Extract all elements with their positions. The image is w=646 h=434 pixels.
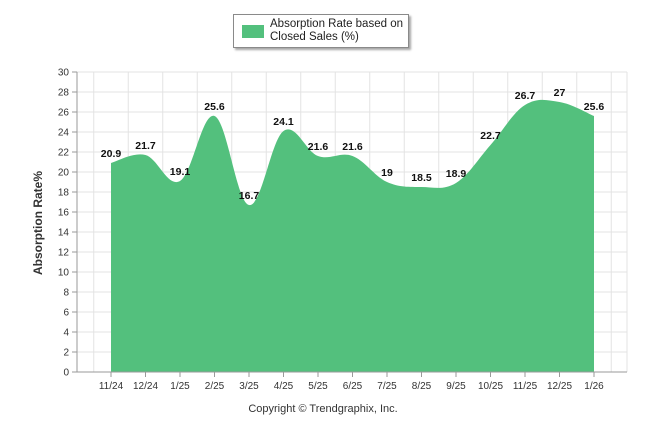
- x-tick-label: 1/25: [170, 381, 190, 392]
- y-tick-label: 2: [63, 348, 69, 359]
- x-tick-label: 4/25: [274, 381, 294, 392]
- series-area-group: [111, 99, 594, 373]
- data-label: 21.6: [342, 141, 363, 153]
- data-label: 19: [381, 167, 393, 179]
- x-tick-label: 9/25: [446, 381, 466, 392]
- x-tick-label: 1/26: [584, 381, 604, 392]
- y-tick-label: 4: [63, 328, 69, 339]
- data-label: 25.6: [584, 101, 605, 113]
- y-tick-label: 14: [58, 228, 70, 239]
- data-label: 18.9: [446, 168, 467, 180]
- data-label: 25.6: [204, 101, 225, 113]
- y-tick-label: 10: [58, 268, 70, 279]
- y-tick-label: 20: [58, 168, 70, 179]
- legend: Absorption Rate based on Closed Sales (%…: [233, 14, 409, 48]
- y-tick-label: 12: [58, 248, 70, 259]
- y-tick-label: 6: [63, 308, 69, 319]
- x-tick-label: 8/25: [412, 381, 432, 392]
- data-label: 19.1: [170, 166, 191, 178]
- y-tick-label: 8: [63, 288, 69, 299]
- legend-label: Absorption Rate based on Closed Sales (%…: [270, 18, 403, 43]
- data-label: 21.7: [135, 140, 156, 152]
- y-tick-label: 30: [58, 68, 70, 79]
- data-label: 24.1: [273, 116, 294, 128]
- data-label: 27: [554, 87, 566, 99]
- x-tick-label: 2/25: [205, 381, 225, 392]
- data-label: 21.6: [308, 141, 329, 153]
- x-tick-label: 10/25: [478, 381, 503, 392]
- data-label: 26.7: [515, 90, 536, 102]
- y-tick-label: 24: [58, 128, 70, 139]
- x-tick-label: 3/25: [239, 381, 259, 392]
- y-tick-label: 18: [58, 188, 70, 199]
- data-label: 16.7: [239, 190, 260, 202]
- y-tick-label: 0: [63, 368, 69, 379]
- y-tick-label: 26: [58, 108, 70, 119]
- x-tick-label: 5/25: [308, 381, 328, 392]
- x-tick-label: 12/24: [133, 381, 158, 392]
- x-tick-label: 11/25: [513, 381, 538, 392]
- legend-swatch: [242, 25, 264, 38]
- y-tick-label: 16: [58, 208, 70, 219]
- x-tick-label: 11/24: [99, 381, 124, 392]
- data-label: 22.7: [480, 130, 501, 142]
- x-tick-label: 6/25: [343, 381, 363, 392]
- y-tick-label: 28: [58, 88, 70, 99]
- data-label: 20.9: [101, 148, 122, 160]
- x-tick-label: 12/25: [547, 381, 572, 392]
- y-tick-label: 22: [58, 148, 70, 159]
- x-tick-label: 7/25: [377, 381, 397, 392]
- data-labels: 20.9 21.7 19.1 25.6 16.7 24.1 21.6 21.6 19 18.5 18…: [101, 87, 605, 202]
- copyright-text: Copyright © Trendgraphix, Inc.: [248, 403, 398, 415]
- data-label: 18.5: [411, 172, 432, 184]
- series-area: [111, 99, 594, 373]
- y-axis-title: Absorption Rate%: [31, 171, 45, 275]
